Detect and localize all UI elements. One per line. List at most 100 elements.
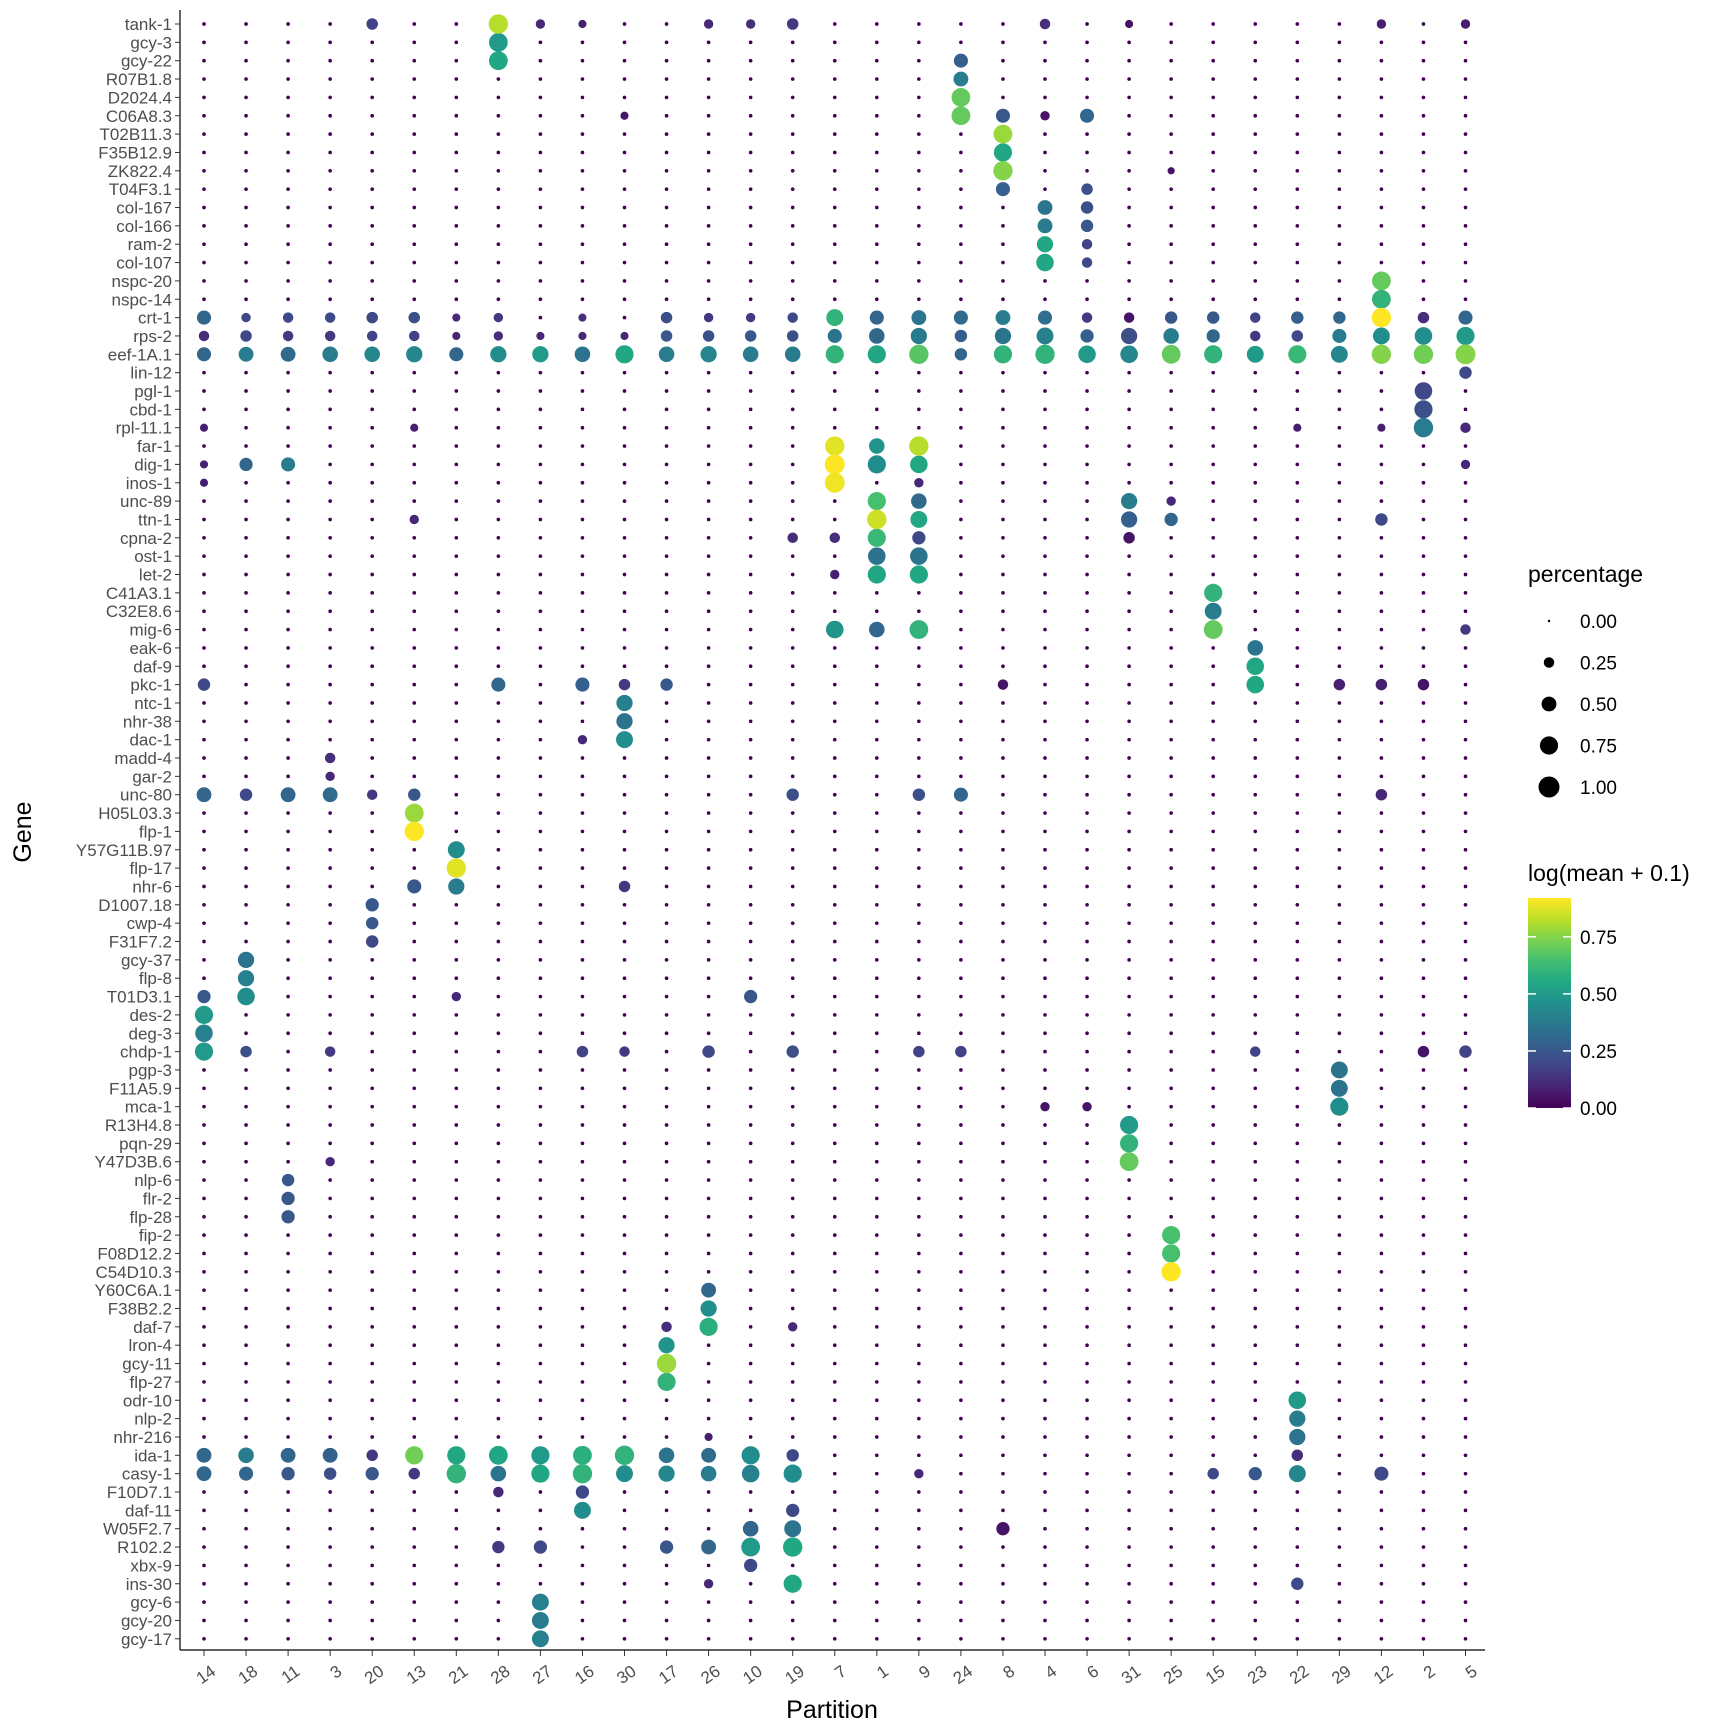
data-point: [286, 1325, 290, 1329]
data-point: [1463, 407, 1468, 412]
data-point: [1421, 939, 1426, 944]
data-point: [580, 792, 585, 797]
data-point: [996, 1522, 1010, 1536]
data-point: [1463, 150, 1468, 155]
data-point: [244, 737, 248, 742]
data-point: [496, 737, 501, 742]
data-point: [790, 1013, 795, 1017]
data-point: [454, 939, 459, 944]
data-point: [412, 1141, 417, 1146]
data-point: [451, 991, 461, 1002]
data-point: [412, 1196, 417, 1201]
data-point: [496, 95, 501, 100]
data-point: [412, 132, 417, 136]
data-point: [1085, 1398, 1089, 1403]
points-layer: [194, 14, 1476, 1648]
data-point: [580, 1031, 585, 1036]
y-tick-label: tank-1: [125, 15, 172, 34]
data-point: [622, 1343, 627, 1348]
data-point: [1085, 297, 1089, 302]
data-point: [748, 40, 753, 45]
data-point: [1463, 554, 1468, 558]
data-point: [1421, 1031, 1426, 1036]
data-point: [664, 994, 669, 999]
data-point: [994, 327, 1012, 345]
data-point: [832, 1325, 837, 1329]
data-point: [959, 242, 963, 247]
data-point: [1211, 1508, 1216, 1513]
data-point: [706, 224, 711, 228]
data-point: [832, 921, 837, 925]
data-point: [454, 462, 459, 467]
data-point: [664, 1159, 669, 1164]
data-point: [912, 531, 926, 545]
data-point: [748, 756, 753, 760]
data-point: [1162, 1226, 1181, 1245]
data-point: [1421, 1435, 1426, 1439]
data-point: [618, 678, 631, 691]
data-point: [917, 1141, 921, 1146]
data-point: [615, 345, 634, 364]
data-point: [1001, 1104, 1005, 1109]
data-point: [580, 958, 585, 962]
data-point: [1253, 1490, 1258, 1494]
data-point: [1001, 1269, 1005, 1274]
data-point: [917, 224, 921, 228]
data-point: [1379, 1380, 1384, 1384]
data-point: [874, 77, 879, 81]
data-point: [706, 462, 711, 467]
data-point: [496, 187, 501, 191]
data-point: [199, 423, 209, 432]
data-point: [454, 260, 459, 265]
data-point: [790, 1343, 795, 1348]
data-point: [832, 1581, 837, 1586]
data-point: [1127, 1453, 1131, 1458]
data-point: [244, 1068, 248, 1072]
data-point: [580, 609, 585, 614]
data-point: [454, 627, 459, 632]
data-point: [1463, 866, 1468, 870]
data-point: [1120, 345, 1138, 364]
data-point: [1001, 976, 1005, 981]
data-point: [1211, 480, 1216, 485]
data-point: [664, 792, 669, 797]
x-axis-title: Partition: [786, 1696, 878, 1724]
data-point: [1211, 1233, 1216, 1237]
data-point: [1379, 1416, 1384, 1421]
data-point: [748, 829, 753, 834]
data-point: [1379, 1049, 1384, 1054]
size-legend: percentage 0.000.250.500.751.00: [1528, 561, 1643, 799]
data-point: [195, 1024, 213, 1043]
data-point: [1043, 1471, 1047, 1476]
data-point: [706, 187, 711, 191]
data-point: [1253, 737, 1258, 742]
data-point: [1463, 774, 1468, 779]
data-point: [1043, 554, 1047, 558]
data-point: [412, 756, 417, 760]
data-point: [622, 1600, 627, 1604]
data-point: [1253, 866, 1258, 870]
data-point: [832, 1068, 837, 1072]
data-point: [1463, 132, 1468, 136]
data-point: [1463, 1343, 1468, 1348]
data-point: [1421, 499, 1426, 503]
data-point: [366, 311, 378, 324]
data-point: [832, 425, 837, 430]
data-point: [328, 1306, 332, 1311]
data-point: [1421, 22, 1426, 26]
data-point: [664, 1251, 669, 1256]
data-point: [240, 330, 252, 342]
data-point: [202, 976, 206, 981]
data-point: [622, 187, 627, 191]
data-point: [622, 1306, 627, 1311]
y-tick-label: nspc-14: [112, 290, 172, 309]
data-point: [202, 22, 206, 26]
data-point: [874, 1618, 879, 1623]
data-point: [1211, 1361, 1216, 1366]
data-point: [874, 40, 879, 45]
data-point: [538, 554, 543, 558]
data-point: [454, 95, 459, 100]
data-point: [741, 1464, 760, 1483]
data-point: [538, 1526, 543, 1531]
data-point: [790, 902, 795, 907]
